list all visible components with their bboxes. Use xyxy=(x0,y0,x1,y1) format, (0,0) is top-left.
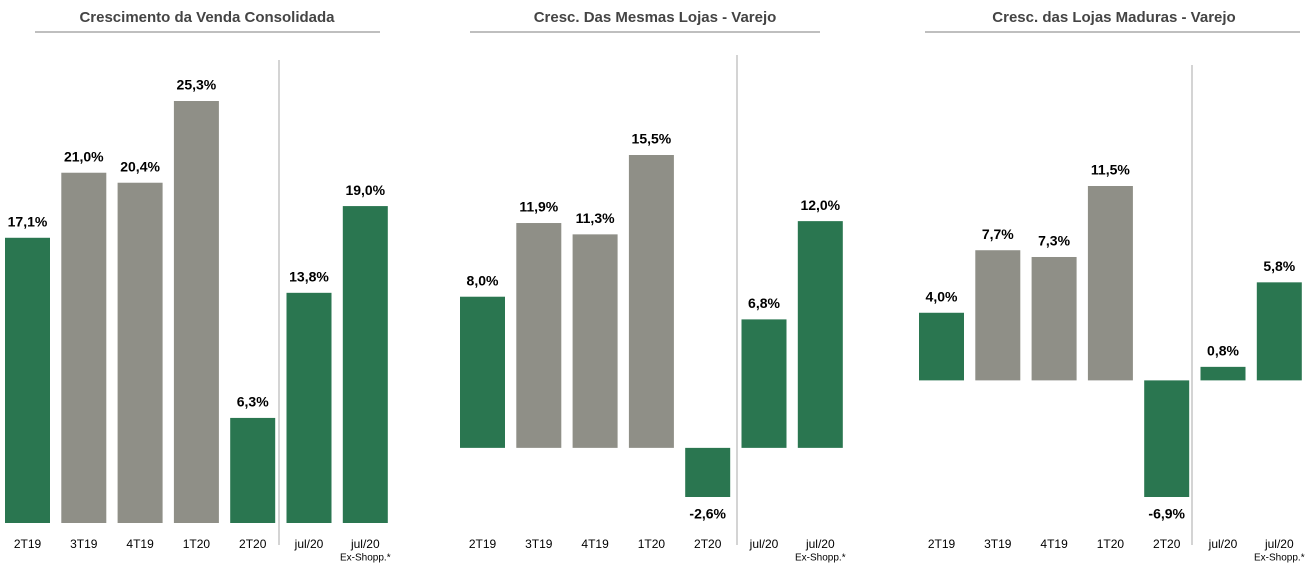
value-label: 6,3% xyxy=(237,394,269,410)
chart-title: Crescimento da Venda Consolidada xyxy=(79,9,335,26)
category-label: jul/20 xyxy=(350,537,380,551)
bar xyxy=(1200,366,1246,381)
category-label: 2T20 xyxy=(1153,537,1181,551)
bar xyxy=(61,172,107,523)
category-label: 3T19 xyxy=(525,537,553,551)
value-label: 20,4% xyxy=(120,158,160,174)
category-label: 2T20 xyxy=(239,537,267,551)
category-sublabel: Ex-Shopp.* xyxy=(1254,553,1305,564)
category-label: 3T19 xyxy=(70,537,98,551)
category-label: 4T19 xyxy=(581,537,609,551)
value-label: 12,0% xyxy=(800,197,840,213)
value-label: 19,0% xyxy=(345,182,385,198)
bar xyxy=(685,447,731,497)
bar xyxy=(230,417,276,523)
bar xyxy=(975,250,1021,381)
bar xyxy=(460,296,505,448)
value-label: 25,3% xyxy=(177,77,217,93)
value-label: 4,0% xyxy=(926,288,958,304)
category-label: 2T19 xyxy=(469,537,497,551)
value-label: -6,9% xyxy=(1148,506,1185,522)
category-label: 1T20 xyxy=(1097,537,1125,551)
category-label: jul/20 xyxy=(294,537,324,551)
value-label: 8,0% xyxy=(467,272,499,288)
category-label: 1T20 xyxy=(638,537,666,551)
value-label: 15,5% xyxy=(632,131,672,147)
category-label: jul/20 xyxy=(805,537,835,551)
category-label: jul/20 xyxy=(1264,537,1294,551)
value-label: 11,3% xyxy=(576,210,615,226)
value-label: 17,1% xyxy=(8,213,48,229)
bar xyxy=(516,223,562,448)
value-label: 21,0% xyxy=(64,148,104,164)
bar xyxy=(1031,256,1077,381)
category-label: jul/20 xyxy=(1208,537,1238,551)
bar xyxy=(797,221,843,448)
category-label: 1T20 xyxy=(183,537,211,551)
category-label: jul/20 xyxy=(749,537,779,551)
bar xyxy=(572,234,618,448)
chart-title: Cresc. Das Mesmas Lojas - Varejo xyxy=(534,9,777,26)
bar xyxy=(741,319,787,448)
bar xyxy=(5,237,50,523)
category-label: 2T19 xyxy=(14,537,42,551)
value-label: -2,6% xyxy=(689,506,726,522)
category-label: 2T20 xyxy=(694,537,722,551)
value-label: 6,8% xyxy=(748,295,780,311)
category-sublabel: Ex-Shopp.* xyxy=(795,553,846,564)
category-label: 4T19 xyxy=(1040,537,1068,551)
bar xyxy=(1256,282,1302,381)
category-label: 3T19 xyxy=(984,537,1012,551)
bar xyxy=(628,155,674,448)
bar xyxy=(1144,380,1190,497)
value-label: 11,9% xyxy=(519,199,558,215)
category-label: 4T19 xyxy=(126,537,154,551)
value-label: 5,8% xyxy=(1263,258,1295,274)
value-label: 7,3% xyxy=(1038,233,1070,249)
category-label: 2T19 xyxy=(928,537,956,551)
bar xyxy=(173,101,219,523)
bar xyxy=(919,312,964,381)
bar xyxy=(286,292,332,523)
value-label: 11,5% xyxy=(1091,162,1130,178)
category-sublabel: Ex-Shopp.* xyxy=(340,553,391,564)
bar xyxy=(342,206,388,523)
value-label: 0,8% xyxy=(1207,343,1239,359)
value-label: 7,7% xyxy=(982,226,1014,242)
bar xyxy=(1087,186,1133,381)
chart-title: Cresc. das Lojas Maduras - Varejo xyxy=(992,9,1235,26)
bar xyxy=(117,182,163,523)
value-label: 13,8% xyxy=(289,269,329,285)
